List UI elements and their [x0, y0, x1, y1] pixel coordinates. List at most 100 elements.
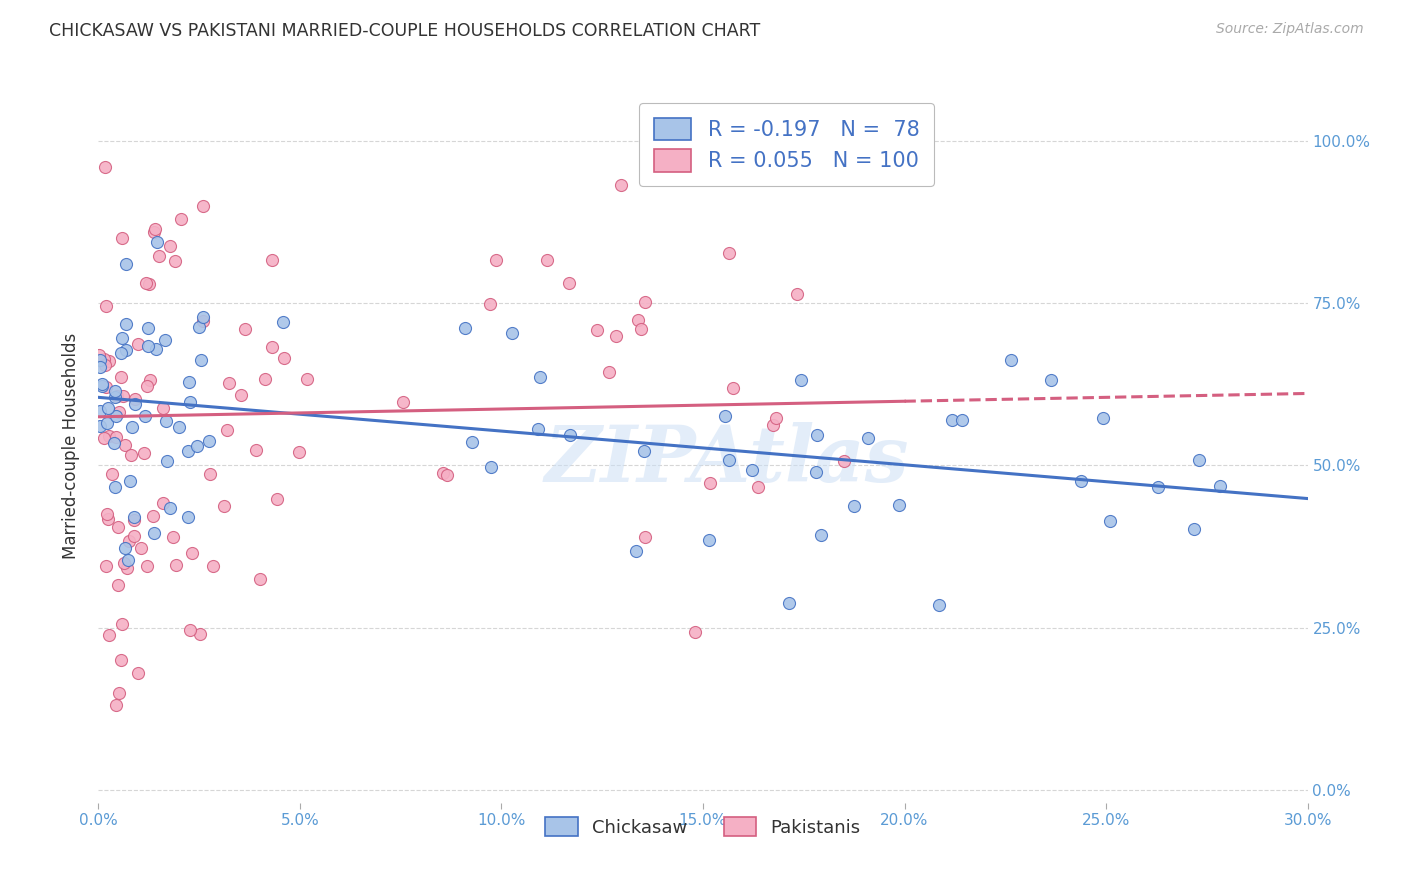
Point — [186, 439, 208, 453]
Point — [97, 401, 120, 415]
Point — [97, 628, 120, 642]
Point — [432, 467, 454, 481]
Point — [1099, 514, 1122, 528]
Point — [148, 250, 170, 264]
Point — [138, 277, 160, 291]
Point — [627, 312, 650, 326]
Point — [741, 463, 763, 477]
Point — [94, 358, 117, 372]
Point — [536, 253, 558, 268]
Point — [254, 372, 277, 386]
Point — [124, 510, 146, 524]
Point — [191, 199, 214, 213]
Point — [138, 338, 160, 352]
Point — [120, 474, 142, 488]
Point — [190, 352, 212, 367]
Point — [146, 235, 169, 249]
Point — [842, 500, 865, 514]
Point — [177, 375, 200, 389]
Point — [723, 381, 745, 395]
Point — [135, 379, 157, 393]
Point — [155, 333, 177, 347]
Point — [485, 252, 508, 267]
Point — [295, 372, 318, 386]
Point — [122, 529, 145, 543]
Point — [134, 446, 156, 460]
Point — [778, 596, 800, 610]
Point — [810, 528, 832, 542]
Point — [699, 475, 721, 490]
Point — [765, 410, 787, 425]
Point — [142, 225, 165, 239]
Point — [139, 373, 162, 387]
Point — [856, 431, 879, 445]
Point — [832, 453, 855, 467]
Point — [786, 287, 808, 301]
Point — [143, 222, 166, 236]
Point — [90, 376, 112, 391]
Point — [454, 320, 477, 334]
Point — [928, 598, 950, 612]
Point — [110, 653, 132, 667]
Point — [138, 321, 160, 335]
Point — [609, 178, 631, 193]
Point — [262, 253, 284, 268]
Point — [94, 380, 117, 394]
Point — [104, 384, 127, 399]
Point — [97, 512, 120, 526]
Point — [107, 519, 129, 533]
Point — [124, 397, 146, 411]
Point — [115, 561, 138, 575]
Point — [170, 212, 193, 227]
Text: CHICKASAW VS PAKISTANI MARRIED-COUPLE HOUSEHOLDS CORRELATION CHART: CHICKASAW VS PAKISTANI MARRIED-COUPLE HO… — [49, 22, 761, 40]
Point — [105, 409, 128, 423]
Point — [198, 467, 221, 481]
Point — [1091, 411, 1114, 425]
Point — [1000, 353, 1022, 368]
Point — [950, 413, 973, 427]
Point — [717, 453, 740, 467]
Point — [145, 342, 167, 356]
Point — [586, 323, 609, 337]
Point — [155, 453, 177, 467]
Point — [747, 480, 769, 494]
Point — [179, 395, 201, 409]
Point — [887, 498, 910, 512]
Point — [762, 418, 785, 433]
Point — [478, 297, 501, 311]
Point — [97, 428, 120, 442]
Point — [111, 231, 134, 245]
Point — [127, 666, 149, 681]
Point — [89, 418, 111, 433]
Point — [392, 394, 415, 409]
Point — [89, 359, 111, 374]
Y-axis label: Married-couple Households: Married-couple Households — [62, 333, 80, 559]
Point — [1208, 479, 1230, 493]
Point — [142, 508, 165, 523]
Point — [115, 343, 138, 357]
Point — [152, 496, 174, 510]
Point — [96, 299, 118, 313]
Point — [1070, 474, 1092, 488]
Point — [1188, 453, 1211, 467]
Point — [266, 492, 288, 507]
Point — [273, 351, 295, 365]
Point — [89, 353, 111, 368]
Point — [114, 541, 136, 556]
Point — [529, 370, 551, 384]
Point — [89, 404, 111, 418]
Point — [806, 428, 828, 442]
Point — [218, 376, 240, 391]
Point — [135, 559, 157, 574]
Point — [212, 499, 235, 513]
Point — [118, 533, 141, 548]
Point — [249, 572, 271, 586]
Point — [93, 351, 115, 366]
Point — [177, 510, 200, 524]
Text: Source: ZipAtlas.com: Source: ZipAtlas.com — [1216, 22, 1364, 37]
Point — [479, 459, 502, 474]
Point — [201, 559, 224, 574]
Point — [634, 530, 657, 544]
Point — [122, 513, 145, 527]
Point — [714, 409, 737, 423]
